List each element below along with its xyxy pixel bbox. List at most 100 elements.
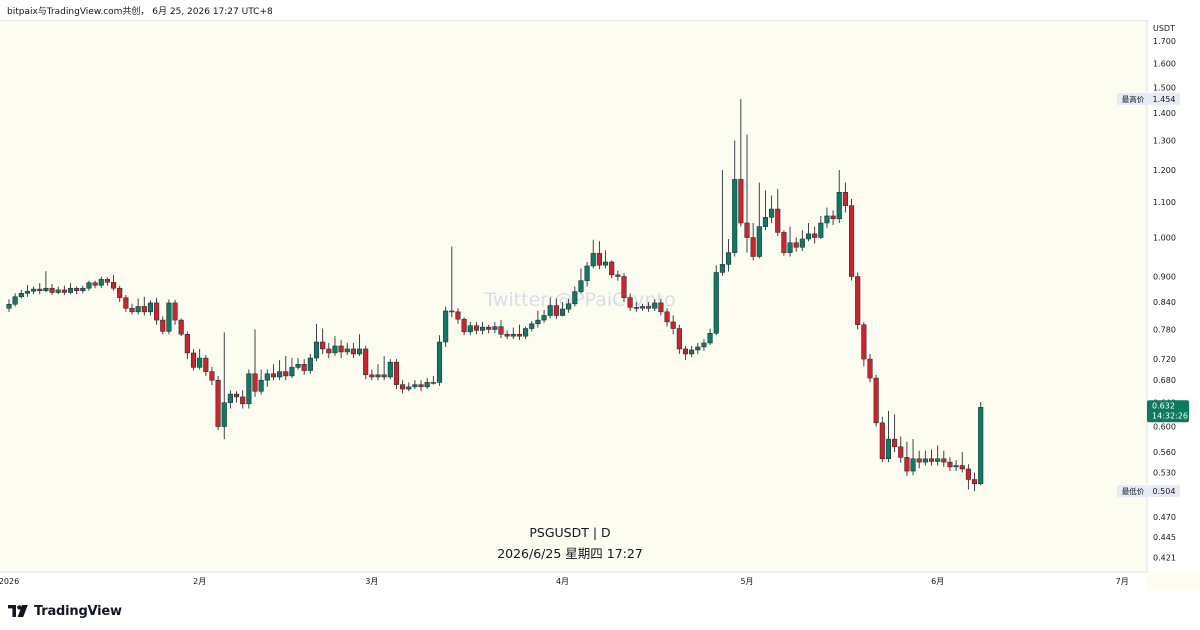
price-tick-label: 0.780 (1153, 326, 1176, 335)
candle-up (86, 282, 92, 289)
candle-down (117, 287, 123, 298)
price-tick-label: 1.700 (1153, 37, 1176, 46)
time-tick-label: 2月 (193, 577, 206, 586)
candle-down (812, 233, 818, 238)
time-tick-label: 2026 (0, 577, 19, 586)
price-chart[interactable]: Twitter:@PPaiCrypto 1.700 1.600 1.500 1.400… (0, 0, 1200, 591)
candle-down (516, 333, 523, 337)
candle-up (227, 393, 233, 403)
candle-down (627, 297, 633, 308)
candle-up (603, 261, 609, 266)
candle-down (92, 282, 98, 286)
candle-up (707, 333, 713, 344)
chart-header: bitpaix与TradingView.com共创， 6月 25, 2026 1… (0, 0, 1200, 21)
candle-down (234, 393, 240, 398)
candle-down (240, 396, 246, 405)
candle-up (258, 379, 264, 392)
datetime-caption: 2026/6/25 星期四 17:27 (497, 546, 643, 561)
brand-name: TradingView (34, 603, 122, 619)
price-tick-label: 0.680 (1153, 376, 1176, 385)
price-tick-label: 1.400 (1153, 109, 1176, 118)
candle-down (830, 215, 836, 219)
candle-down (972, 479, 978, 485)
price-axis-panel (1147, 20, 1200, 572)
price-tick-label: 0.560 (1153, 448, 1176, 457)
candle-up (713, 272, 719, 334)
candle-down (37, 288, 43, 292)
candle-down (849, 205, 855, 277)
candle-up (24, 290, 30, 294)
price-tick-label: 0.840 (1153, 298, 1176, 307)
tradingview-brand[interactable]: TradingView (8, 603, 122, 619)
low-label-bg (1117, 485, 1149, 498)
candle-up (689, 349, 695, 355)
candle-down (393, 361, 399, 385)
candle-down (338, 345, 344, 353)
candle-down (842, 192, 848, 206)
candle-up (166, 302, 172, 332)
candle-down (898, 446, 904, 458)
time-axis-labels: 2026 2月 3月 4月 5月 6月 7月 (0, 577, 1129, 586)
candle-down (283, 371, 289, 377)
candle-up (277, 371, 283, 378)
candle-down (104, 279, 110, 283)
candle-up (953, 465, 959, 468)
candle-up (885, 438, 892, 460)
time-tick-label: 4月 (556, 577, 569, 586)
candle-up (492, 326, 498, 330)
candle-down (867, 358, 873, 379)
candle-down (141, 306, 147, 313)
candle-up (289, 367, 295, 377)
candle-down (793, 242, 799, 248)
candle-up (135, 306, 141, 313)
candle-up (55, 289, 61, 293)
candle-up (701, 342, 707, 348)
price-tick-label: 1.200 (1153, 166, 1176, 175)
candle-down (369, 374, 375, 378)
candle-down (861, 324, 867, 360)
candle-down (111, 282, 117, 289)
candle-down (904, 457, 910, 472)
candle-down (184, 333, 190, 354)
candle-up (307, 357, 313, 371)
candle-down (350, 348, 356, 355)
high-price-value: 1.454 (1153, 95, 1176, 104)
price-tick-label: 1.600 (1153, 60, 1176, 69)
low-price-value: 0.504 (1153, 487, 1176, 496)
candle-down (879, 422, 885, 459)
candle-up (652, 302, 658, 309)
high-value-bg (1149, 93, 1180, 105)
candle-up (529, 323, 535, 329)
candle-down (855, 276, 861, 326)
candle-up (387, 361, 393, 378)
candle-down (504, 333, 510, 337)
candle-down (381, 374, 387, 378)
candle-up (43, 287, 49, 292)
high-label-bg (1117, 93, 1149, 105)
candle-down (676, 328, 682, 350)
time-tick-label: 5月 (740, 577, 753, 586)
candle-down (941, 458, 947, 463)
candle-down (178, 319, 184, 335)
footer-bar: TradingView (0, 591, 1200, 630)
candle-down (682, 348, 689, 355)
candle-up (510, 333, 516, 337)
price-tick-label: 0.600 (1153, 423, 1176, 432)
high-price-label: 最高价 (1122, 94, 1145, 104)
candle-up (559, 308, 566, 316)
candle-down (400, 384, 406, 390)
candle-up (541, 315, 547, 321)
time-tick-label: 3月 (365, 577, 378, 586)
candle-down (190, 352, 197, 368)
candle-up (31, 288, 37, 292)
candle-up (264, 373, 270, 381)
candle-down (498, 326, 504, 335)
candle-down (775, 208, 781, 233)
candle-up (978, 407, 984, 485)
candle-down (209, 371, 215, 381)
candle-down (301, 364, 307, 371)
candle-down (486, 326, 492, 330)
candle-up (412, 384, 418, 388)
candle-up (467, 325, 473, 333)
high-price-marker: 最高价 1.454 (1117, 93, 1180, 105)
